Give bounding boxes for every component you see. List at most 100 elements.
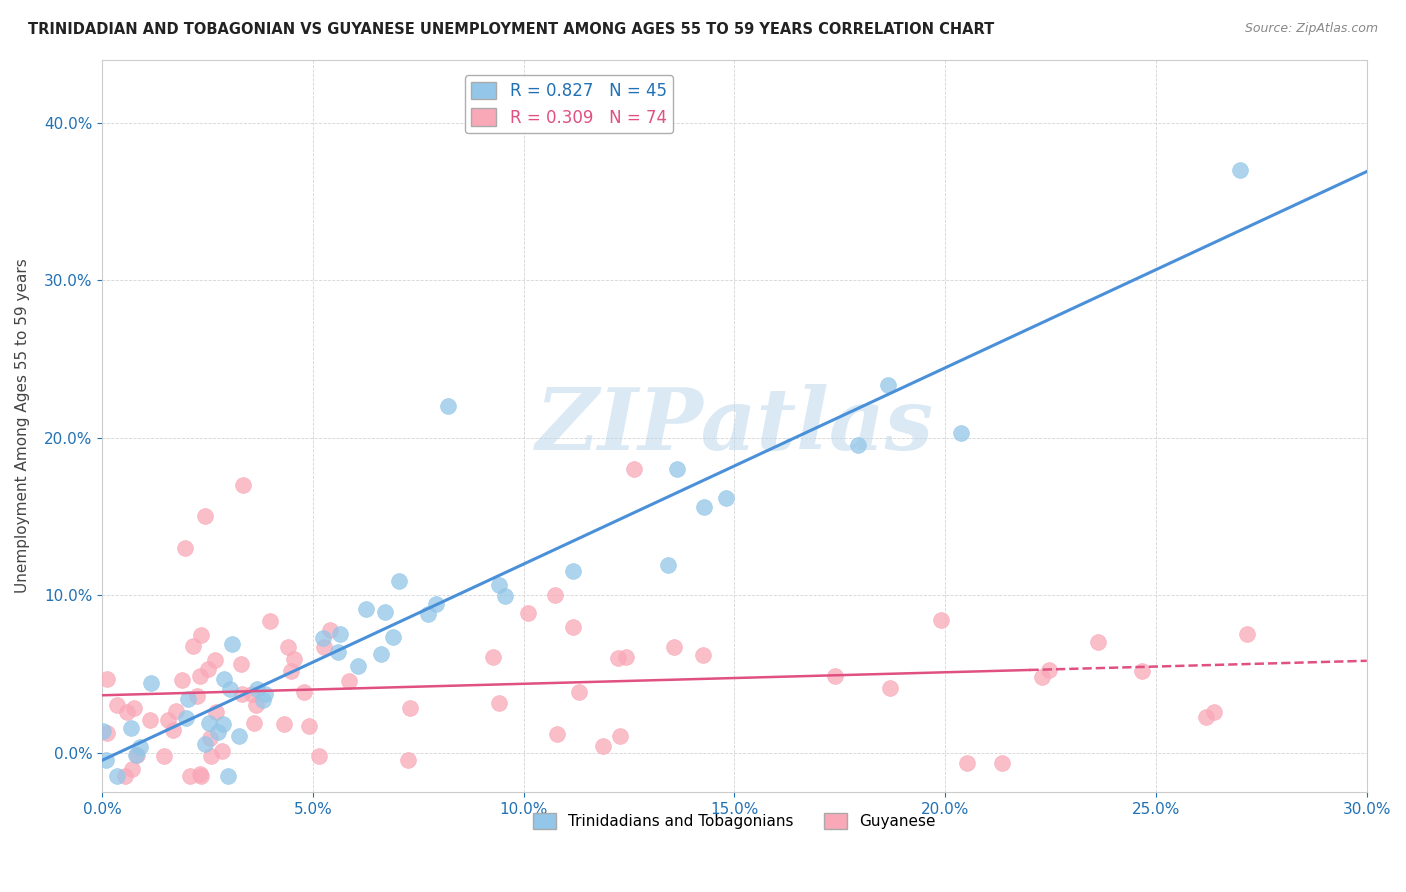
- Point: [482, 650, 505, 665]
- Text: ZIPatlas: ZIPatlas: [536, 384, 934, 467]
- Point: [308, 749, 330, 764]
- Point: [253, 688, 276, 702]
- Point: [370, 647, 392, 661]
- Point: [170, 673, 193, 687]
- Point: [692, 500, 714, 515]
- Point: [207, 724, 229, 739]
- Point: [692, 648, 714, 663]
- Point: [229, 657, 252, 671]
- Point: [1195, 710, 1218, 724]
- Point: [292, 684, 315, 698]
- Point: [221, 637, 243, 651]
- Point: [177, 692, 200, 706]
- Point: [162, 723, 184, 737]
- Point: [141, 676, 163, 690]
- Point: [665, 462, 688, 476]
- Point: [242, 716, 264, 731]
- Point: [396, 753, 419, 767]
- Point: [328, 645, 350, 659]
- Point: [174, 541, 197, 555]
- Point: [212, 672, 235, 686]
- Point: [139, 713, 162, 727]
- Point: [179, 769, 201, 783]
- Point: [246, 681, 269, 696]
- Point: [1038, 663, 1060, 677]
- Point: [190, 769, 212, 783]
- Point: [240, 688, 263, 702]
- Point: [1087, 635, 1109, 649]
- Point: [156, 713, 179, 727]
- Point: [198, 731, 221, 745]
- Point: [121, 762, 143, 776]
- Point: [217, 769, 239, 783]
- Point: [436, 399, 458, 413]
- Point: [166, 704, 188, 718]
- Point: [96, 726, 118, 740]
- Point: [592, 739, 614, 754]
- Point: [329, 626, 352, 640]
- Point: [190, 628, 212, 642]
- Point: [198, 716, 221, 731]
- Point: [124, 701, 146, 715]
- Point: [425, 597, 447, 611]
- Point: [312, 631, 335, 645]
- Point: [318, 623, 340, 637]
- Point: [129, 739, 152, 754]
- Point: [204, 653, 226, 667]
- Point: [879, 681, 901, 695]
- Point: [494, 590, 516, 604]
- Point: [211, 744, 233, 758]
- Point: [204, 705, 226, 719]
- Point: [114, 769, 136, 783]
- Point: [312, 640, 335, 655]
- Point: [382, 630, 405, 644]
- Point: [623, 462, 645, 476]
- Point: [824, 669, 846, 683]
- Point: [991, 756, 1014, 771]
- Point: [211, 716, 233, 731]
- Point: [125, 747, 148, 762]
- Point: [1031, 670, 1053, 684]
- Point: [228, 729, 250, 743]
- Point: [277, 640, 299, 654]
- Point: [544, 588, 567, 602]
- Point: [546, 727, 568, 741]
- Point: [124, 748, 146, 763]
- Point: [91, 723, 114, 738]
- Point: [354, 601, 377, 615]
- Point: [96, 673, 118, 687]
- Point: [517, 606, 540, 620]
- Point: [488, 578, 510, 592]
- Point: [186, 689, 208, 703]
- Point: [949, 425, 972, 440]
- Point: [568, 684, 591, 698]
- Point: [562, 564, 585, 578]
- Point: [181, 639, 204, 653]
- Point: [606, 651, 628, 665]
- Point: [298, 719, 321, 733]
- Point: [416, 607, 439, 621]
- Point: [876, 377, 898, 392]
- Point: [846, 438, 869, 452]
- Point: [197, 662, 219, 676]
- Point: [94, 753, 117, 767]
- Point: [188, 767, 211, 781]
- Point: [273, 716, 295, 731]
- Point: [657, 558, 679, 572]
- Point: [714, 491, 737, 505]
- Point: [388, 574, 411, 588]
- Legend: Trinidadians and Tobagonians, Guyanese: Trinidadians and Tobagonians, Guyanese: [527, 807, 942, 836]
- Point: [219, 682, 242, 697]
- Point: [347, 658, 370, 673]
- Point: [562, 619, 585, 633]
- Point: [1202, 705, 1225, 719]
- Point: [398, 701, 420, 715]
- Point: [280, 664, 302, 678]
- Point: [1236, 627, 1258, 641]
- Point: [337, 673, 360, 688]
- Point: [1229, 162, 1251, 177]
- Point: [105, 769, 128, 783]
- Point: [956, 756, 979, 770]
- Point: [283, 652, 305, 666]
- Point: [200, 749, 222, 764]
